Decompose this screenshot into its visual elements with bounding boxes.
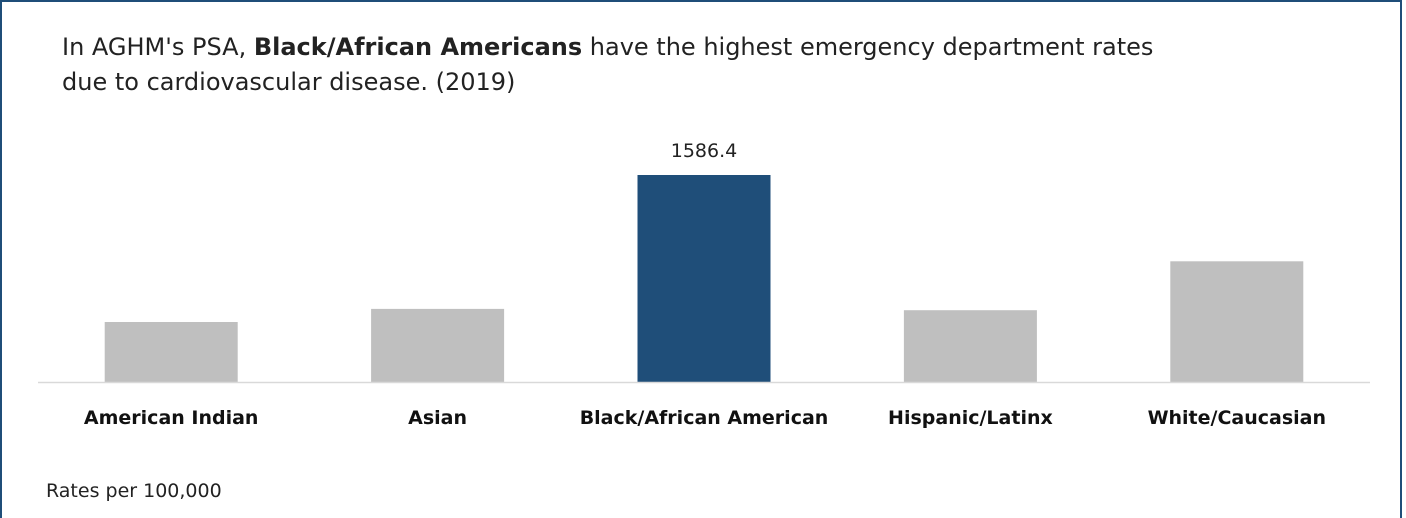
title-prefix: In AGHM's PSA,	[62, 33, 254, 61]
bar	[637, 175, 771, 382]
category-label: Hispanic/Latinx	[888, 407, 1053, 429]
bar	[1170, 261, 1304, 382]
title-suffix: have the highest emergency department ra…	[62, 33, 1154, 96]
chart-title: In AGHM's PSA, Black/African Americans h…	[62, 30, 1182, 100]
bar	[371, 308, 505, 382]
category-label: Black/African American	[580, 407, 829, 429]
rate-note: Rates per 100,000	[46, 480, 222, 502]
title-highlight: Black/African Americans	[253, 33, 583, 61]
category-label: White/Caucasian	[1148, 407, 1326, 429]
category-label: Asian	[408, 407, 467, 429]
category-label: American Indian	[84, 407, 259, 429]
data-label: 1586.4	[671, 140, 737, 162]
bar	[104, 322, 238, 382]
bar	[903, 310, 1037, 382]
